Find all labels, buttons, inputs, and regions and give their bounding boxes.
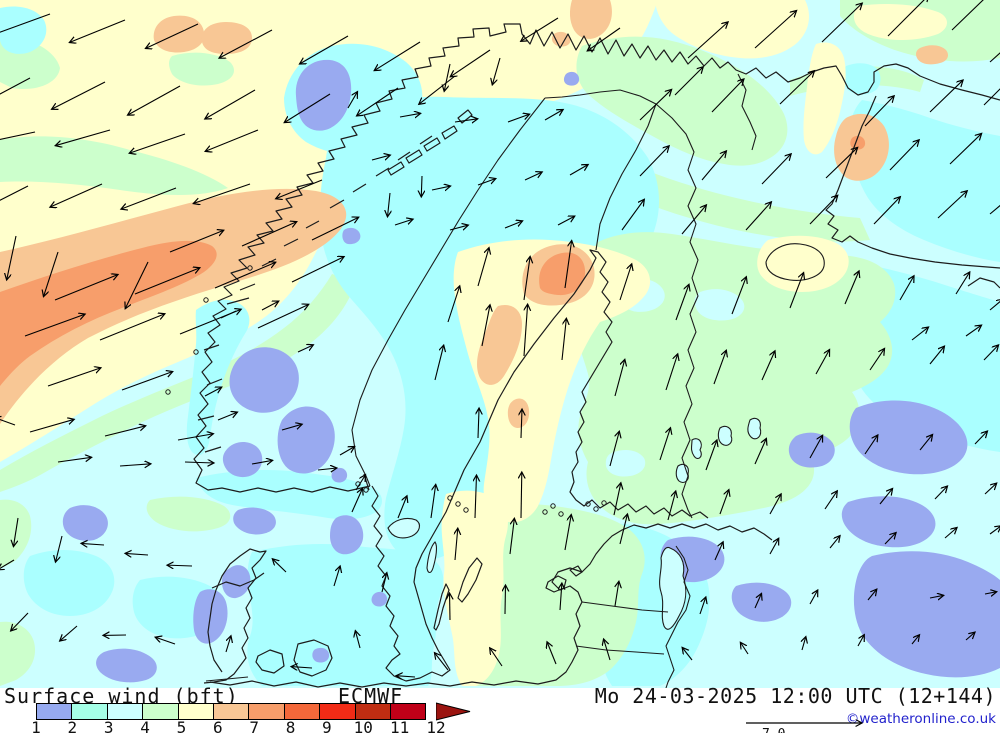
valid-datetime: Mo 24-03-2025 12:00 UTC (12+144) [594,684,996,708]
bft-scale-tick: 3 [103,718,114,733]
bft-scale-cell [212,703,250,720]
bft-scale-cell [354,703,391,720]
bft-scale-tick: 12 [426,718,446,733]
bft-scale-cell [71,703,108,720]
reference-wind-arrow-icon [746,716,874,730]
bft-scale-tick: 6 [212,718,223,733]
copyright-link[interactable]: ©weatheronline.co.uk [845,711,996,727]
bft-scale-cell [142,703,179,720]
bft-scale-cell [248,703,285,720]
wind-speed-field [0,0,1000,686]
bft-color-scale [36,703,427,720]
bft-scale-tick: 9 [322,718,332,733]
bft-scale-cell [177,703,214,720]
bft-scale-cell [319,703,356,720]
bft-scale-tick: 8 [285,718,296,733]
scale-arrowhead-icon [436,702,471,721]
bft-scale-cell [36,703,73,720]
bft-scale-cell [106,703,144,720]
bft-scale-cell [389,703,427,720]
bft-scale-tick: 7 [249,718,259,733]
wind-direction-arrows [0,0,1000,677]
bft-scale-tick: 5 [176,718,187,733]
bft-scale-tick: 4 [140,718,150,733]
bft-scale-cell [283,703,321,720]
bft-scale-tick: 11 [389,718,410,733]
lakes [387,243,825,630]
bft-scale-tick: 10 [353,718,373,733]
bft-scale-tick: 2 [67,718,78,733]
reference-wind-value: 7.0 [762,727,785,733]
bft-scale-tick: 1 [31,718,41,733]
